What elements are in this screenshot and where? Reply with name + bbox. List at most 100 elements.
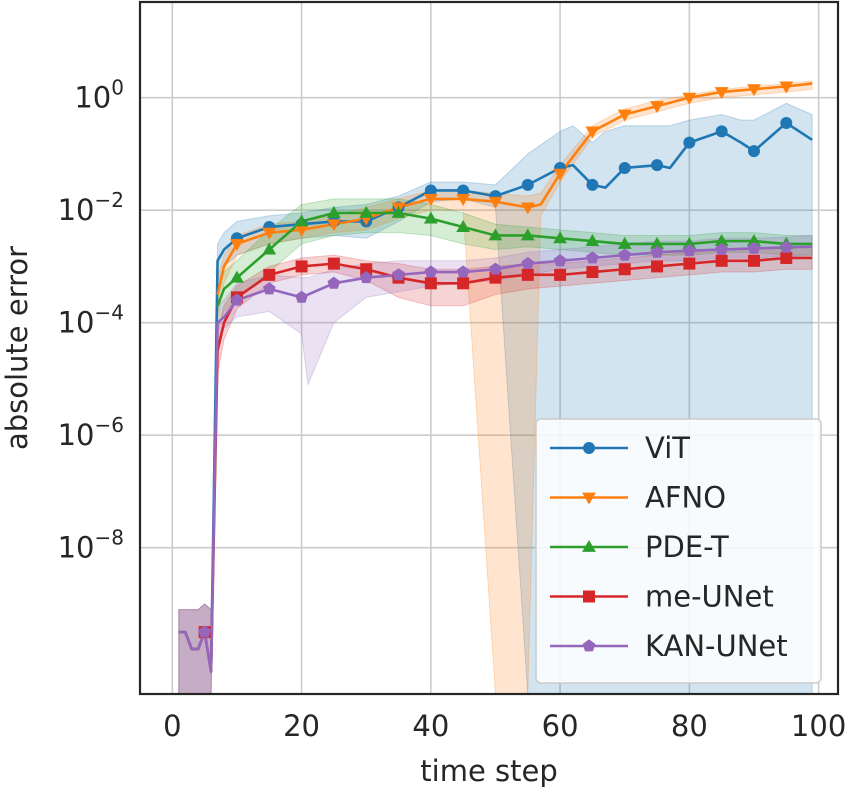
data-point	[230, 239, 244, 251]
data-point	[424, 265, 438, 278]
data-point	[295, 260, 308, 273]
x-tick-label: 40	[412, 709, 449, 743]
x-tick-label: 80	[671, 709, 708, 743]
data-point	[456, 219, 471, 232]
data-point	[651, 159, 664, 172]
series-markers	[198, 81, 794, 639]
legend-label: ViT	[645, 431, 690, 465]
data-point	[424, 277, 437, 290]
y-tick-label: 10−6	[58, 413, 124, 452]
data-point	[456, 194, 471, 206]
data-point	[327, 257, 340, 270]
data-point	[489, 262, 502, 275]
y-axis-label: absolute error	[0, 246, 34, 450]
data-point	[682, 92, 697, 105]
y-tick-label: 10−4	[58, 301, 124, 340]
data-point	[650, 245, 664, 258]
data-point	[520, 202, 535, 215]
error-band	[217, 80, 813, 694]
legend: ViT AFNO PDE-T me-UNet KAN-UNet	[535, 418, 822, 684]
data-point	[747, 84, 761, 97]
data-point	[779, 81, 794, 94]
y-tick-labels: 100 10−2 10−4 10−6 10−8	[58, 76, 124, 565]
data-point	[583, 590, 595, 603]
data-point	[715, 254, 728, 267]
data-point	[230, 270, 244, 283]
data-point	[683, 136, 696, 149]
legend-label: AFNO	[645, 481, 726, 515]
x-tick-labels: 0 20 40 60 80 100	[163, 709, 846, 743]
data-point	[262, 242, 277, 255]
data-point	[263, 268, 276, 281]
data-point	[747, 254, 760, 267]
data-point	[780, 116, 793, 129]
data-point	[423, 194, 438, 206]
data-point	[521, 268, 534, 281]
data-point	[359, 205, 374, 218]
data-point	[583, 442, 595, 454]
data-point	[714, 87, 729, 100]
x-tick-label: 20	[283, 709, 320, 743]
data-point	[747, 241, 761, 254]
data-point	[586, 251, 599, 264]
data-point	[521, 256, 535, 270]
data-point	[582, 492, 596, 505]
data-point	[198, 625, 211, 638]
data-point	[651, 260, 664, 273]
plot-frame	[138, 0, 840, 696]
data-point	[392, 268, 405, 281]
data-point	[585, 234, 600, 247]
data-point	[683, 244, 696, 257]
data-point	[683, 257, 696, 270]
data-point	[582, 639, 596, 652]
data-point	[391, 205, 406, 218]
data-point	[617, 109, 632, 122]
data-point	[618, 248, 632, 261]
data-point	[262, 227, 277, 240]
legend-label: PDE-T	[645, 530, 729, 564]
x-tick-label: 60	[542, 709, 579, 743]
x-tick-label: 100	[791, 709, 846, 743]
legend-box	[535, 418, 822, 684]
series-line	[178, 245, 813, 673]
x-tick-label: 0	[163, 709, 181, 743]
data-point	[586, 266, 599, 279]
data-point	[457, 277, 470, 290]
data-point	[326, 205, 341, 218]
data-point	[520, 228, 535, 241]
error-band	[217, 198, 813, 329]
data-point	[650, 101, 664, 114]
data-point	[582, 539, 596, 552]
data-point	[327, 276, 341, 289]
data-point	[294, 214, 309, 227]
data-point	[585, 126, 600, 139]
data-point	[456, 265, 470, 278]
data-point	[295, 290, 308, 303]
error-band	[178, 234, 813, 694]
x-axis-label: time step	[420, 754, 557, 788]
data-point	[747, 145, 760, 158]
legend-label: me-UNet	[645, 580, 774, 614]
y-tick-label: 10−8	[58, 526, 124, 565]
data-point	[715, 242, 729, 255]
data-point	[359, 271, 373, 284]
data-point	[618, 161, 631, 174]
data-point	[553, 231, 568, 244]
legend-label: KAN-UNet	[645, 629, 788, 663]
data-point	[554, 268, 567, 281]
data-point	[586, 178, 599, 191]
data-point	[715, 125, 728, 138]
data-point	[423, 211, 438, 224]
data-point	[521, 178, 534, 191]
data-point	[262, 282, 276, 295]
data-point	[488, 228, 503, 241]
data-point	[617, 236, 632, 249]
y-tick-label: 10−2	[58, 188, 124, 227]
data-point	[780, 251, 793, 264]
data-point	[779, 240, 793, 253]
data-point	[230, 293, 244, 306]
series-line	[216, 82, 813, 295]
data-point	[488, 196, 503, 209]
data-point	[553, 168, 568, 181]
